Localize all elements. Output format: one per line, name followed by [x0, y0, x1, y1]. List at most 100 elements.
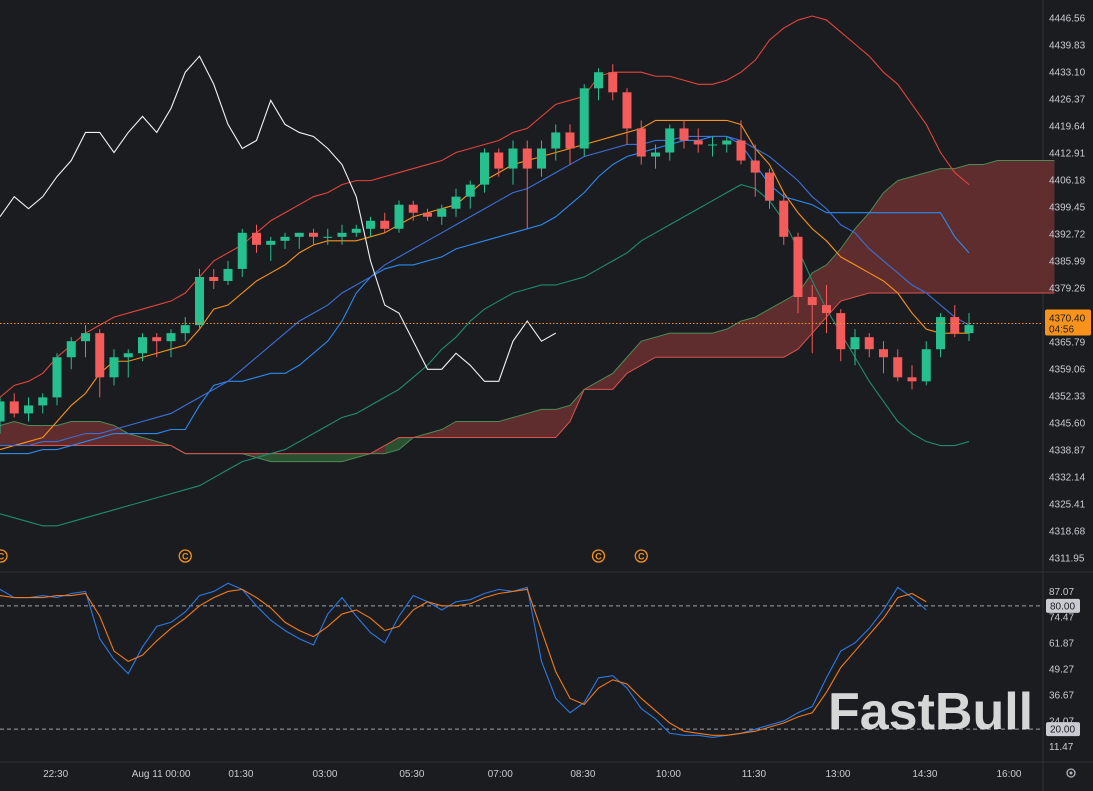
- stoch-tick-label: 36.67: [1049, 690, 1074, 701]
- time-tick-label: 22:30: [43, 769, 68, 780]
- candle: [679, 120, 689, 149]
- candle: [494, 148, 504, 177]
- senkou-span-b-line: [0, 292, 1055, 455]
- cloud-bullish-area: [256, 453, 371, 462]
- candle-body: [9, 401, 19, 414]
- candle-body: [366, 220, 375, 229]
- candle: [551, 124, 561, 161]
- candle-body: [579, 88, 589, 149]
- candle-body: [608, 72, 618, 93]
- candle-body: [765, 172, 774, 201]
- stoch-level-label: 20.00: [1050, 725, 1075, 736]
- candle-body: [138, 337, 147, 354]
- stoch-tick-label: 49.27: [1049, 665, 1074, 676]
- price-tick-label: 4446.56: [1049, 13, 1086, 24]
- calendar-event-marker: C: [634, 549, 648, 563]
- stochastic-axis[interactable]: 87.07 74.47 61.87 49.27 36.67 24.07 11.47 80.00…: [1046, 587, 1080, 753]
- calendar-event-marker: C: [0, 549, 8, 563]
- candle: [423, 208, 432, 221]
- candle: [9, 393, 19, 418]
- time-axis[interactable]: 22:30 Aug 11 00:00 01:30 03:00 05:30 07:00 08:…: [43, 769, 1022, 780]
- candle: [665, 124, 675, 161]
- candle-body: [708, 144, 717, 146]
- candle-body: [380, 220, 390, 229]
- candle-body: [81, 333, 90, 342]
- cloud-bearish-area: [0, 421, 257, 458]
- time-tick-label: 13:00: [825, 769, 850, 780]
- stoch-tick-label: 11.47: [1049, 742, 1074, 753]
- price-tick-label: 4439.83: [1049, 40, 1086, 51]
- candle: [294, 232, 304, 249]
- candle: [936, 313, 945, 358]
- candle-body: [195, 276, 204, 326]
- settings-gear-icon[interactable]: [1066, 768, 1076, 778]
- candle: [594, 68, 603, 101]
- time-tick-label: 07:00: [488, 769, 513, 780]
- candle: [394, 200, 404, 233]
- candle-body: [152, 337, 162, 342]
- event-marker-label: C: [182, 552, 189, 562]
- kijun-line: [0, 135, 970, 455]
- bb_upper-line: [0, 15, 970, 398]
- candle: [337, 224, 347, 245]
- candle-body: [24, 405, 33, 414]
- candle-body: [836, 313, 846, 350]
- candle: [195, 268, 204, 330]
- price-tick-label: 4318.68: [1049, 527, 1086, 538]
- price-tick-label: 4338.87: [1049, 446, 1086, 457]
- candle: [508, 140, 518, 185]
- candle-body: [351, 228, 361, 233]
- candle-body: [665, 128, 675, 153]
- candle-body: [807, 297, 817, 306]
- candle: [893, 349, 903, 382]
- candle: [565, 124, 575, 165]
- event-marker-ring: [634, 549, 648, 563]
- candle-body: [622, 92, 632, 129]
- candle: [237, 228, 247, 277]
- event-marker-ring: [0, 549, 8, 563]
- candle: [223, 260, 233, 285]
- candle-body: [494, 152, 504, 169]
- candle-body: [294, 232, 304, 237]
- event-marker-label: C: [638, 552, 645, 562]
- candle-body: [522, 148, 532, 169]
- time-tick-label: 14:30: [912, 769, 937, 780]
- price-tick-label: 4311.95: [1049, 554, 1085, 565]
- price-tick-label: 4352.33: [1049, 392, 1086, 403]
- candle-body: [679, 128, 689, 141]
- candle-body: [337, 232, 347, 237]
- candle-body: [437, 208, 447, 217]
- candle-body: [693, 140, 703, 145]
- ichimoku-cloud: [0, 160, 1055, 463]
- candle-body: [551, 132, 561, 149]
- candle: [109, 349, 119, 386]
- price-axis[interactable]: 4446.56 4439.83 4433.10 4426.37 4419.64 4412.…: [1049, 13, 1086, 564]
- candle-body: [779, 200, 789, 237]
- stoch-tick-label: 61.87: [1049, 639, 1074, 650]
- candle-body: [864, 337, 874, 350]
- candle-body: [180, 325, 190, 334]
- fastbull-watermark: FastBull: [828, 683, 1033, 741]
- candle: [793, 232, 803, 314]
- candle-body: [651, 152, 660, 157]
- candle: [380, 212, 390, 233]
- price-tick-label: 4345.60: [1049, 419, 1086, 430]
- candle-body: [451, 196, 461, 209]
- candle-body: [793, 236, 803, 298]
- price-tick-label: 4359.06: [1049, 365, 1086, 376]
- time-tick-label: 05:30: [399, 769, 424, 780]
- candle-body: [209, 276, 219, 281]
- candle-body: [950, 317, 960, 334]
- candle: [266, 236, 276, 261]
- time-tick-label: 11:30: [742, 769, 767, 780]
- event-marker-ring: [178, 549, 192, 563]
- candle: [807, 284, 817, 354]
- countdown-timer: 04:56: [1049, 325, 1074, 336]
- candle: [209, 268, 219, 289]
- candle-body: [309, 232, 318, 237]
- candle-body: [66, 341, 76, 358]
- candle-body: [893, 357, 903, 378]
- price-tick-label: 4392.72: [1049, 229, 1086, 240]
